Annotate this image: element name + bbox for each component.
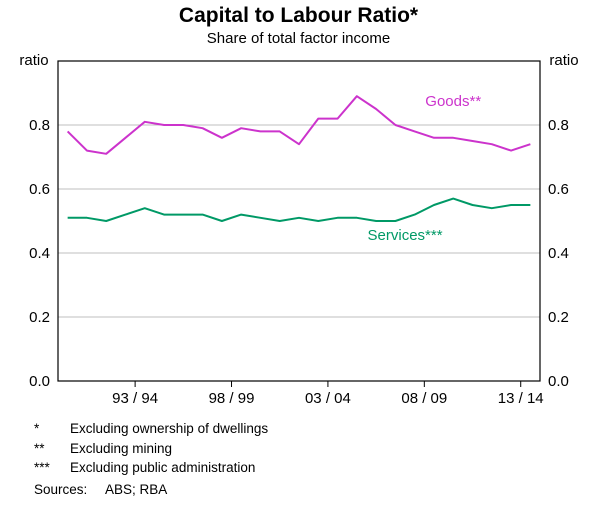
svg-text:98 / 99: 98 / 99 — [209, 390, 255, 407]
svg-text:ratio: ratio — [549, 52, 578, 69]
sources-label: Sources: — [34, 482, 102, 497]
series-label: Goods** — [425, 93, 481, 110]
svg-text:0.4: 0.4 — [548, 245, 569, 262]
svg-text:0.8: 0.8 — [548, 117, 569, 134]
svg-text:0.0: 0.0 — [29, 373, 50, 390]
footnote: **Excluding mining — [34, 439, 587, 459]
svg-text:0.6: 0.6 — [29, 181, 50, 198]
chart-title: Capital to Labour Ratio* — [0, 0, 597, 28]
footnote-mark: ** — [34, 439, 70, 459]
chart-subtitle: Share of total factor income — [0, 28, 597, 51]
footnote: ***Excluding public administration — [34, 458, 587, 478]
svg-text:ratio: ratio — [19, 52, 48, 69]
svg-text:0.2: 0.2 — [548, 309, 569, 326]
svg-text:0.0: 0.0 — [548, 373, 569, 390]
svg-text:0.4: 0.4 — [29, 245, 50, 262]
chart-area: Goods** Services*** 0.0 0.0 0.2 0.2 0.4 0.4 0.6 0… — [0, 51, 597, 411]
footnotes: *Excluding ownership of dwellings**Exclu… — [0, 411, 597, 478]
footnote-text: Excluding public administration — [70, 458, 255, 478]
footnote-mark: * — [34, 419, 70, 439]
svg-text:13 / 14: 13 / 14 — [498, 390, 544, 407]
svg-text:0.2: 0.2 — [29, 309, 50, 326]
chart-svg: Goods** Services*** 0.0 0.0 0.2 0.2 0.4 0.4 0.6 0… — [0, 51, 597, 411]
sources: Sources: ABS; RBA — [0, 478, 597, 497]
footnote-mark: *** — [34, 458, 70, 478]
svg-text:08 / 09: 08 / 09 — [401, 390, 447, 407]
sources-text: ABS; RBA — [105, 482, 167, 497]
series-label: Services*** — [368, 227, 443, 244]
footnote: *Excluding ownership of dwellings — [34, 419, 587, 439]
svg-text:0.6: 0.6 — [548, 181, 569, 198]
svg-text:0.8: 0.8 — [29, 117, 50, 134]
footnote-text: Excluding mining — [70, 439, 172, 459]
footnote-text: Excluding ownership of dwellings — [70, 419, 268, 439]
svg-text:93 / 94: 93 / 94 — [112, 390, 158, 407]
svg-text:03 / 04: 03 / 04 — [305, 390, 351, 407]
